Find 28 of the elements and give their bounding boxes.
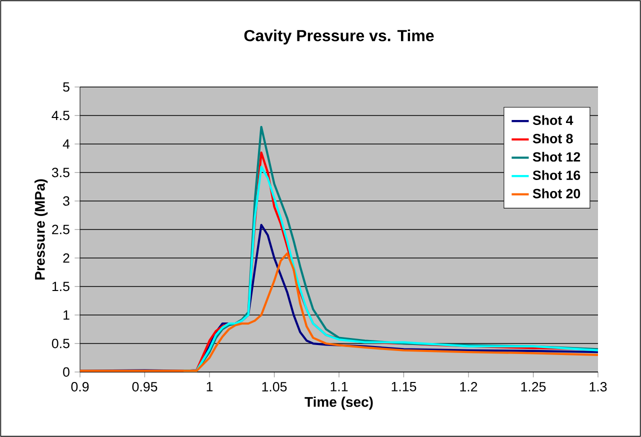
- y-tick-label: 4.5: [52, 110, 70, 120]
- legend-label: Shot 20: [532, 188, 580, 198]
- x-tick-label: 0.9: [71, 382, 89, 392]
- legend-label: Shot 8: [532, 134, 573, 144]
- x-tick-label: 1.15: [392, 382, 416, 392]
- y-tick-label: 5: [63, 82, 70, 92]
- y-tick-label: 4: [62, 139, 70, 149]
- y-tick-label: 0: [63, 367, 70, 377]
- y-tick-label: 3: [63, 196, 70, 206]
- y-tick-label: 2.5: [52, 224, 70, 234]
- y-axis-title: Pressure (MPa): [34, 179, 48, 280]
- x-tick-label: 1: [206, 382, 213, 392]
- x-tick-label: 0.95: [132, 382, 158, 392]
- legend-label: Shot 4: [532, 115, 574, 126]
- legend-label: Shot 12: [532, 152, 580, 162]
- y-tick-label: 1: [64, 310, 70, 320]
- x-tick-label: 1.05: [262, 382, 287, 392]
- y-tick-label: 0.5: [52, 338, 70, 348]
- x-tick-label: 1.1: [330, 382, 348, 392]
- y-tick-label: 2: [63, 253, 70, 263]
- chart-title: Cavity Pressure vs. Time: [244, 30, 434, 44]
- y-tick-label: 3.5: [52, 168, 70, 178]
- x-tick-label: 1.25: [521, 382, 546, 392]
- y-tick-label: 1.5: [52, 282, 70, 292]
- legend-label: Shot 16: [532, 170, 580, 180]
- x-axis-title: Time (sec): [304, 396, 373, 410]
- x-tick-label: 1.2: [460, 382, 478, 392]
- x-tick-label: 1.3: [590, 382, 607, 392]
